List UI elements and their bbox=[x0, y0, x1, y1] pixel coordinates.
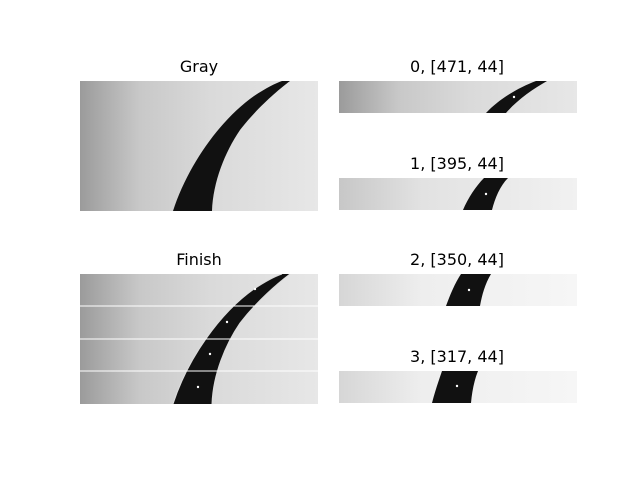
panel-title-slice-2: 2, [350, 44] bbox=[410, 250, 504, 269]
panel-title-slice-1: 1, [395, 44] bbox=[410, 154, 504, 173]
panel-finish bbox=[80, 274, 318, 404]
road-band bbox=[432, 371, 478, 403]
centroid-marker bbox=[196, 385, 200, 389]
panel-slice-2 bbox=[339, 274, 577, 306]
panel-gray bbox=[80, 81, 318, 211]
centroid-marker bbox=[225, 320, 229, 324]
centroid-marker bbox=[253, 287, 257, 291]
panel-title-slice-3: 3, [317, 44] bbox=[410, 347, 504, 366]
panel-title-finish: Finish bbox=[176, 250, 222, 269]
panel-slice-3 bbox=[339, 371, 577, 403]
centroid-marker bbox=[512, 95, 516, 99]
panel-slice-1 bbox=[339, 178, 577, 210]
panel-slice-0 bbox=[339, 81, 577, 113]
centroid-marker bbox=[455, 384, 459, 388]
centroid-marker bbox=[208, 352, 212, 356]
panel-title-gray: Gray bbox=[180, 57, 218, 76]
panel-title-slice-0: 0, [471, 44] bbox=[410, 57, 504, 76]
road-band bbox=[173, 81, 290, 211]
road-edge-right bbox=[211, 274, 291, 404]
road-band bbox=[486, 81, 547, 113]
centroid-marker bbox=[467, 288, 471, 292]
centroid-marker bbox=[484, 192, 488, 196]
